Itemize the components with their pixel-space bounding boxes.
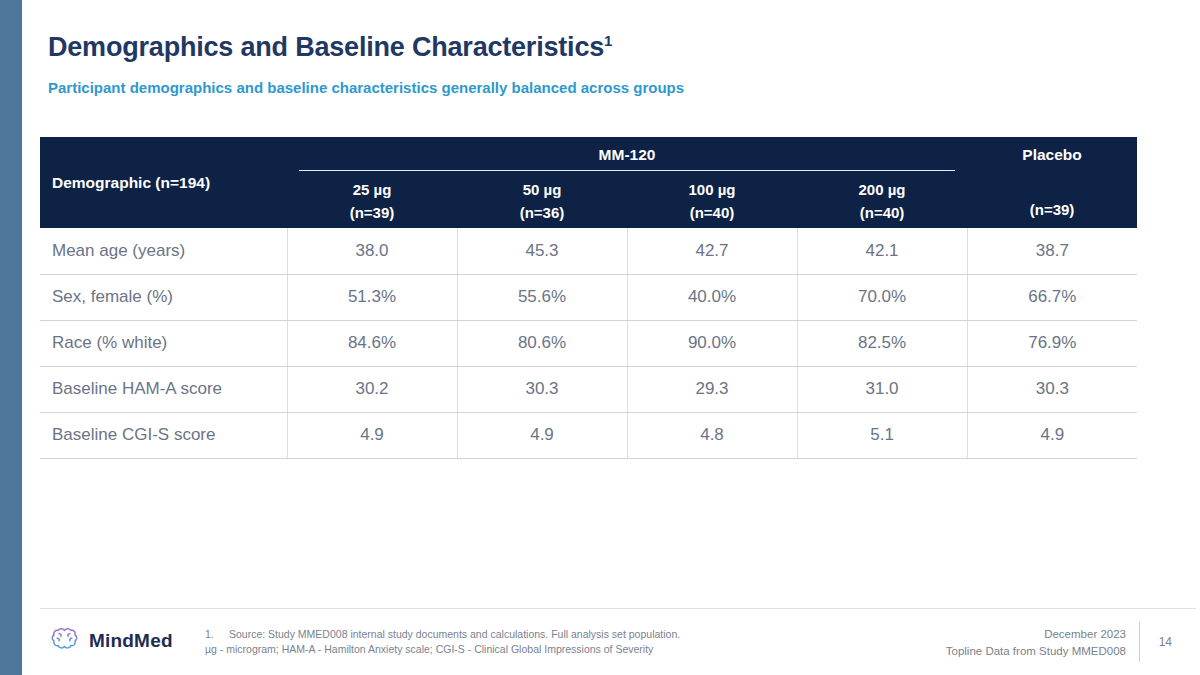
footnote-line-abbreviations: µg - microgram; HAM-A - Hamilton Anxiety… bbox=[205, 642, 680, 657]
table-cell: 70.0% bbox=[797, 274, 967, 320]
row-label: Mean age (years) bbox=[40, 228, 287, 274]
table-cell: 4.9 bbox=[287, 412, 457, 458]
table-cell: 42.7 bbox=[627, 228, 797, 274]
table-cell: 84.6% bbox=[287, 320, 457, 366]
column-header-placebo-n: (n=39) bbox=[967, 173, 1137, 228]
table-cell: 45.3 bbox=[457, 228, 627, 274]
table-cell: 66.7% bbox=[967, 274, 1137, 320]
column-header-dose-50ug: 50 µg (n=36) bbox=[457, 173, 627, 228]
dose-n: (n=40) bbox=[797, 201, 967, 224]
row-label: Baseline HAM-A score bbox=[40, 366, 287, 412]
footer-divider bbox=[40, 608, 1196, 609]
dose-n: (n=36) bbox=[457, 201, 627, 224]
slide: Demographics and Baseline Characteristic… bbox=[0, 0, 1200, 675]
left-accent-bar bbox=[0, 0, 22, 675]
title-footnote-ref: 1 bbox=[604, 32, 612, 49]
table-row-mean-age: Mean age (years) 38.0 45.3 42.7 42.1 38.… bbox=[40, 228, 1137, 274]
footnote-source-text: Source: Study MMED008 internal study doc… bbox=[229, 628, 680, 640]
column-header-dose-25ug: 25 µg (n=39) bbox=[287, 173, 457, 228]
table-cell: 4.8 bbox=[627, 412, 797, 458]
column-group-header-mm120: MM-120 bbox=[287, 137, 967, 173]
row-label: Race (% white) bbox=[40, 320, 287, 366]
table-row-ham-a: Baseline HAM-A score 30.2 30.3 29.3 31.0… bbox=[40, 366, 1137, 412]
footer-date: December 2023 bbox=[946, 626, 1126, 643]
table-cell: 40.0% bbox=[627, 274, 797, 320]
dose-n: (n=39) bbox=[287, 201, 457, 224]
table-row-sex-female: Sex, female (%) 51.3% 55.6% 40.0% 70.0% … bbox=[40, 274, 1137, 320]
header-row-group: Demographic (n=194) MM-120 Placebo bbox=[40, 137, 1137, 173]
footer: MindMed 1.Source: Study MMED008 internal… bbox=[48, 618, 1188, 668]
page-title: Demographics and Baseline Characteristic… bbox=[48, 32, 612, 63]
dose-n: (n=40) bbox=[627, 201, 797, 224]
mindmed-logo: MindMed bbox=[48, 624, 173, 657]
page-number-divider bbox=[1139, 622, 1140, 662]
table-cell: 90.0% bbox=[627, 320, 797, 366]
logo-wordmark: MindMed bbox=[89, 630, 173, 652]
table-cell: 30.3 bbox=[967, 366, 1137, 412]
footnotes: 1.Source: Study MMED008 internal study d… bbox=[205, 627, 680, 657]
table-cell: 76.9% bbox=[967, 320, 1137, 366]
dose-label: 100 µg bbox=[627, 178, 797, 201]
page-number: 14 bbox=[1159, 635, 1172, 649]
page-title-text: Demographics and Baseline Characteristic… bbox=[48, 32, 604, 62]
footnote-line-source: 1.Source: Study MMED008 internal study d… bbox=[205, 627, 680, 642]
table-cell: 4.9 bbox=[457, 412, 627, 458]
table-cell: 31.0 bbox=[797, 366, 967, 412]
dose-label: 200 µg bbox=[797, 178, 967, 201]
row-label: Sex, female (%) bbox=[40, 274, 287, 320]
dose-label: 25 µg bbox=[287, 178, 457, 201]
table-cell: 42.1 bbox=[797, 228, 967, 274]
footer-study-source: Topline Data from Study MMED008 bbox=[946, 643, 1126, 660]
table-cell: 51.3% bbox=[287, 274, 457, 320]
column-header-demographic: Demographic (n=194) bbox=[40, 137, 287, 228]
footer-meta: December 2023 Topline Data from Study MM… bbox=[946, 626, 1126, 660]
footnote-number: 1. bbox=[205, 627, 229, 642]
demographics-table: Demographic (n=194) MM-120 Placebo 25 µg… bbox=[40, 137, 1137, 459]
table-cell: 38.7 bbox=[967, 228, 1137, 274]
table-cell: 30.2 bbox=[287, 366, 457, 412]
column-header-dose-100ug: 100 µg (n=40) bbox=[627, 173, 797, 228]
table-cell: 29.3 bbox=[627, 366, 797, 412]
brain-icon bbox=[48, 624, 81, 657]
table-cell: 82.5% bbox=[797, 320, 967, 366]
table-cell: 30.3 bbox=[457, 366, 627, 412]
table-cell: 38.0 bbox=[287, 228, 457, 274]
column-header-placebo: Placebo bbox=[967, 137, 1137, 173]
page-subtitle: Participant demographics and baseline ch… bbox=[48, 79, 684, 96]
table-row-race: Race (% white) 84.6% 80.6% 90.0% 82.5% 7… bbox=[40, 320, 1137, 366]
column-header-dose-200ug: 200 µg (n=40) bbox=[797, 173, 967, 228]
row-label: Baseline CGI-S score bbox=[40, 412, 287, 458]
mm120-group-label: MM-120 bbox=[299, 137, 955, 171]
dose-label: 50 µg bbox=[457, 178, 627, 201]
table-row-cgi-s: Baseline CGI-S score 4.9 4.9 4.8 5.1 4.9 bbox=[40, 412, 1137, 458]
table-cell: 55.6% bbox=[457, 274, 627, 320]
table-cell: 4.9 bbox=[967, 412, 1137, 458]
table-cell: 80.6% bbox=[457, 320, 627, 366]
table-cell: 5.1 bbox=[797, 412, 967, 458]
